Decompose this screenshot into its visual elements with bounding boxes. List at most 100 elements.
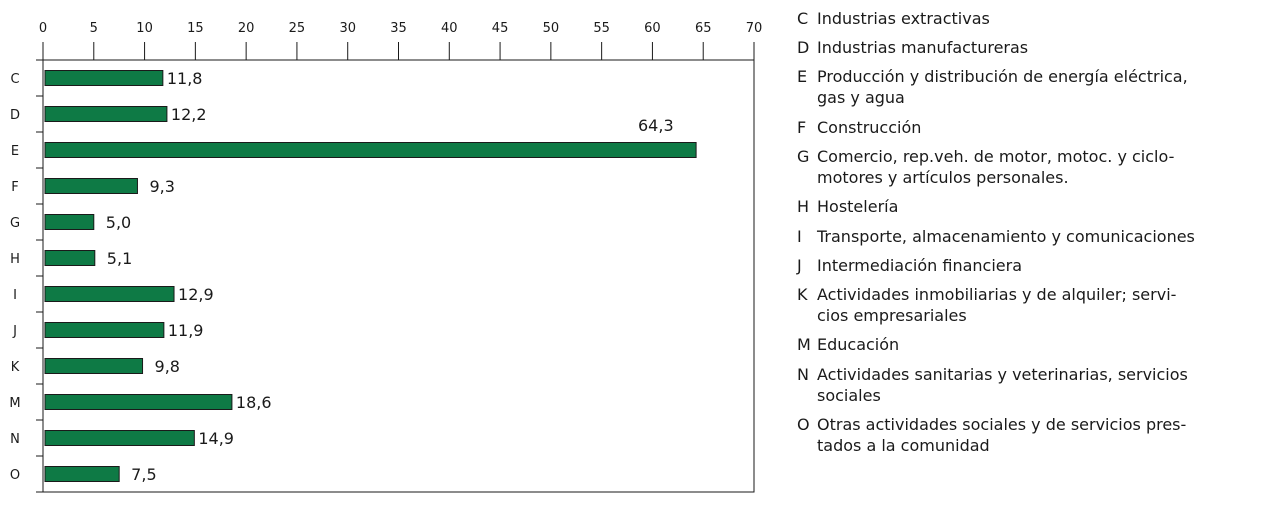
legend-item-M: M Educación	[797, 334, 1284, 355]
value-label-C: 11,8	[167, 69, 203, 88]
x-axis-tick-label: 45	[492, 21, 509, 36]
bar-N	[44, 430, 195, 446]
legend-description-line: Construcción	[817, 118, 922, 137]
bar-E	[44, 142, 697, 158]
legend-description-line: Educación	[817, 335, 900, 354]
legend-description: Otras actividades sociales y de servicio…	[817, 414, 1284, 456]
legend-code: I	[797, 227, 802, 246]
legend-item-C: C Industrias extractivas	[797, 8, 1284, 29]
bar-O	[44, 466, 120, 482]
bar-F	[44, 178, 138, 194]
x-axis-tick-label: 30	[339, 21, 356, 36]
value-label-N: 14,9	[198, 429, 234, 448]
legend-code: D	[797, 38, 810, 57]
legend-code: J	[797, 256, 802, 275]
bar-C	[44, 70, 164, 86]
legend-description-line: Industrias extractivas	[817, 9, 990, 28]
category-label-N: N	[10, 432, 20, 447]
x-axis-tick-label: 0	[39, 21, 47, 36]
legend-code: M	[797, 335, 811, 354]
bar-J	[44, 322, 165, 338]
category-label-C: C	[10, 72, 19, 87]
legend-item-G: G Comercio, rep.veh. de motor, motoc. y c…	[797, 146, 1284, 188]
bar-D	[44, 106, 168, 122]
legend-description: Intermediación financiera	[817, 255, 1284, 276]
bar-chart: 0 5 10 15 20 25 30 35 40 45 50 55 60 65 70 C 11,8 D 12,2 E 6…	[9, 21, 763, 493]
legend-item-K: K Actividades inmobiliarias y de alquiler…	[797, 284, 1284, 326]
category-label-H: H	[10, 252, 20, 267]
category-label-G: G	[10, 216, 20, 231]
category-label-J: J	[12, 324, 17, 339]
category-label-I: I	[13, 288, 17, 303]
legend-description: Hostelería	[817, 196, 1284, 217]
x-axis-tick-label: 10	[136, 21, 153, 36]
x-axis-tick-label: 60	[644, 21, 661, 36]
value-label-F: 9,3	[149, 177, 174, 196]
x-axis-tick-label: 35	[390, 21, 407, 36]
value-label-D: 12,2	[171, 105, 207, 124]
legend-description: Educación	[817, 334, 1284, 355]
legend-description: Industrias extractivas	[817, 8, 1284, 29]
legend-description: Actividades inmobiliarias y de alquiler;…	[817, 284, 1284, 326]
bar-M	[44, 394, 233, 410]
legend-item-I: I Transporte, almacenamiento y comunicaci…	[797, 226, 1284, 247]
legend-description-line: sociales	[817, 386, 881, 405]
legend-code: G	[797, 147, 810, 166]
legend-code: C	[797, 9, 809, 28]
legend-item-D: D Industrias manufactureras	[797, 37, 1284, 58]
legend-code: N	[797, 365, 809, 384]
legend-description: Transporte, almacenamiento y comunicacio…	[817, 226, 1284, 247]
legend-description-line: Transporte, almacenamiento y comunicacio…	[817, 227, 1195, 246]
legend-item-E: E Producción y distribución de energía el…	[797, 66, 1284, 108]
legend-description: Industrias manufactureras	[817, 37, 1284, 58]
legend-item-J: J Intermediación financiera	[797, 255, 1284, 276]
legend-description-line: Comercio, rep.veh. de motor, motoc. y ci…	[817, 147, 1175, 166]
bar-H	[44, 250, 96, 266]
x-axis-tick-label: 15	[187, 21, 204, 36]
legend-description-line: Producción y distribución de energía elé…	[817, 67, 1188, 86]
category-label-D: D	[10, 108, 20, 123]
x-axis-tick-label: 55	[593, 21, 610, 36]
bar-G	[44, 214, 95, 230]
legend-item-F: F Construcción	[797, 117, 1284, 138]
legend-description: Construcción	[817, 117, 1284, 138]
category-label-K: K	[11, 360, 20, 375]
value-label-E: 64,3	[638, 116, 674, 135]
value-label-K: 9,8	[155, 357, 180, 376]
legend-description-line: cios empresariales	[817, 306, 967, 325]
value-label-J: 11,9	[168, 321, 204, 340]
legend-code: H	[797, 197, 810, 216]
category-label-O: O	[10, 468, 20, 483]
legend: C Industrias extractivas D Industrias manuf…	[797, 8, 1284, 456]
value-label-M: 18,6	[236, 393, 272, 412]
legend-description-line: Otras actividades sociales y de servicio…	[817, 415, 1187, 434]
legend-code: O	[797, 415, 810, 434]
legend-code: K	[797, 285, 808, 304]
legend-description-line: Actividades sanitarias y veterinarias, s…	[817, 365, 1188, 384]
legend-description-line: Hostelería	[817, 197, 899, 216]
value-label-G: 5,0	[106, 213, 131, 232]
legend-code: E	[797, 67, 808, 86]
x-axis-tick-label: 20	[238, 21, 255, 36]
legend-item-N: N Actividades sanitarias y veterinarias, …	[797, 364, 1284, 406]
legend-description-line: tados a la comunidad	[817, 436, 990, 455]
x-axis-tick-label: 25	[289, 21, 306, 36]
x-axis-tick-label: 50	[543, 21, 560, 36]
legend-description: Producción y distribución de energía elé…	[817, 66, 1284, 108]
legend-description: Comercio, rep.veh. de motor, motoc. y ci…	[817, 146, 1284, 188]
legend-description-line: motores y artículos personales.	[817, 168, 1069, 187]
legend-description: Actividades sanitarias y veterinarias, s…	[817, 364, 1284, 406]
category-label-M: M	[9, 396, 20, 411]
legend-item-O: O Otras actividades sociales y de servici…	[797, 414, 1284, 456]
x-axis-tick-label: 40	[441, 21, 458, 36]
bar-K	[44, 358, 144, 374]
x-axis-tick-label: 70	[746, 21, 763, 36]
legend-description-line: Actividades inmobiliarias y de alquiler;…	[817, 285, 1177, 304]
value-label-H: 5,1	[107, 249, 132, 268]
x-axis-tick-label: 5	[90, 21, 98, 36]
legend-item-H: H Hostelería	[797, 196, 1284, 217]
category-label-E: E	[11, 144, 19, 159]
x-axis-tick-label: 65	[695, 21, 712, 36]
value-label-O: 7,5	[131, 465, 156, 484]
legend-description-line: gas y agua	[817, 88, 905, 107]
